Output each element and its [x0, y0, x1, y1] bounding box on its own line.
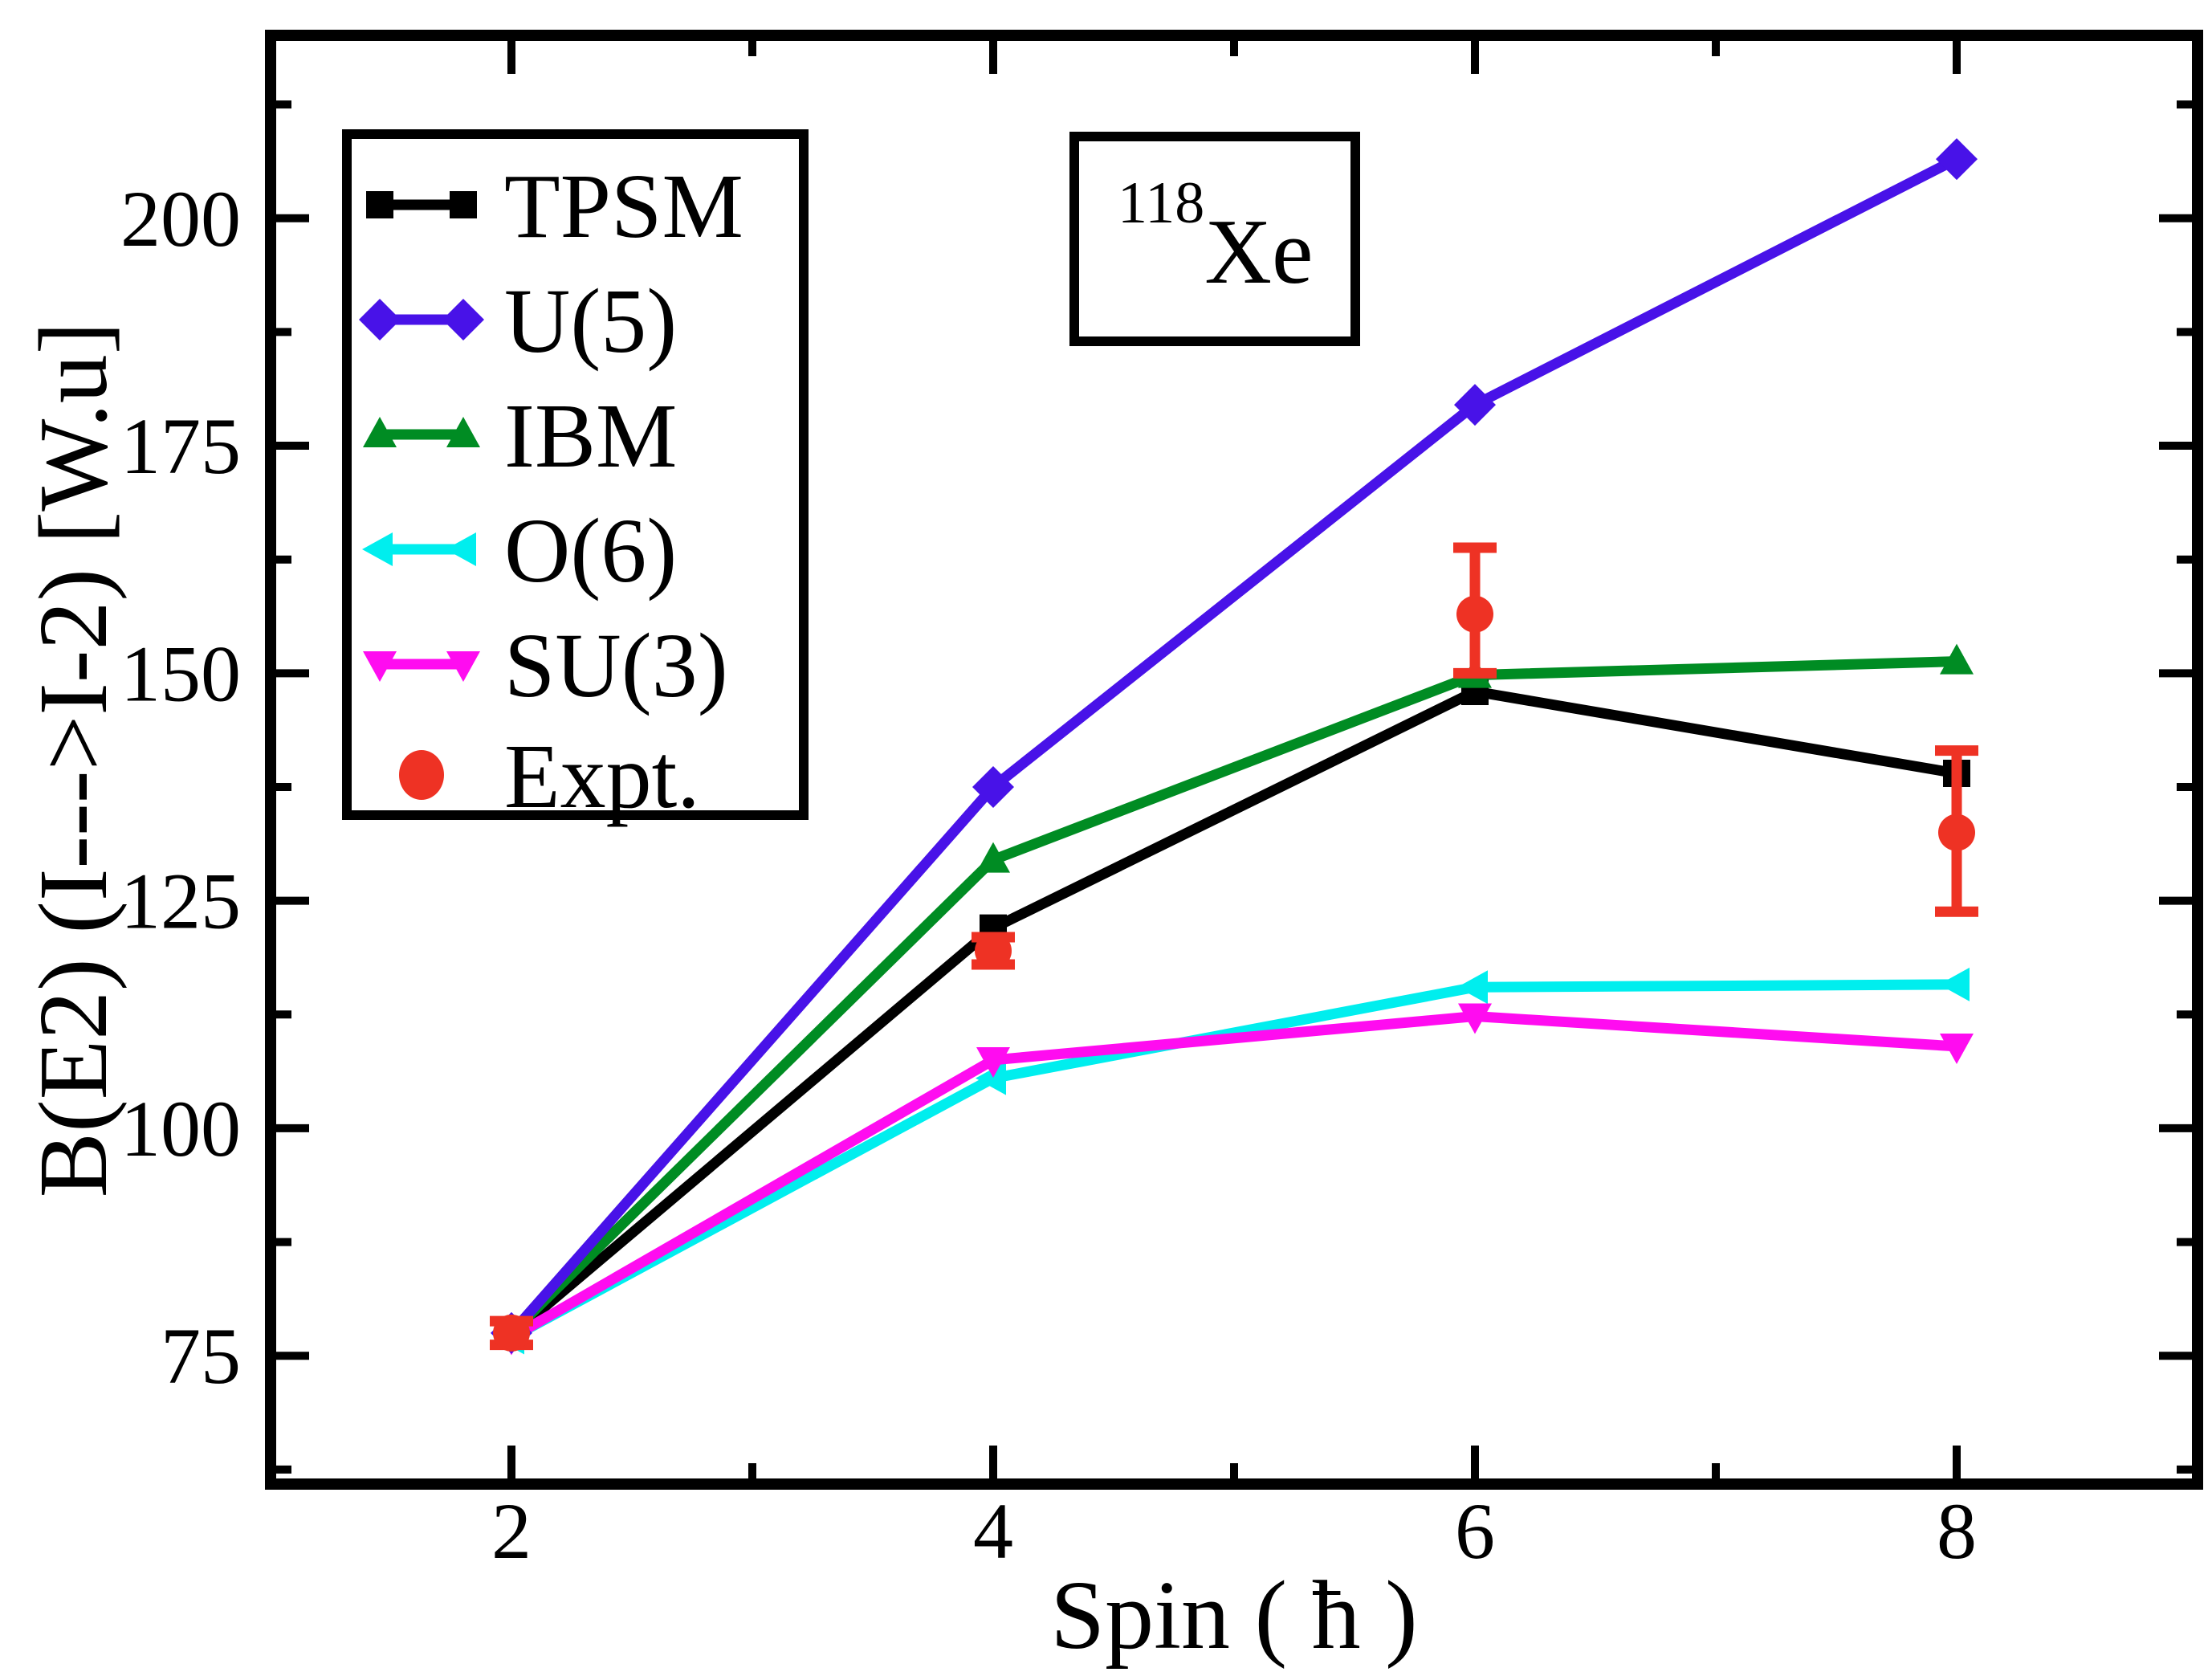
series-line-tpsm: [507, 686, 1958, 1340]
marker-ibm: [1940, 643, 1974, 675]
x-axis-tick-label: 8: [1937, 1486, 1977, 1576]
legend-item-ibm: IBM: [363, 385, 677, 487]
marker-u5: [972, 765, 1014, 808]
title-mass-superscript: 118: [1118, 170, 1204, 236]
legend-item-u5: U(5): [359, 270, 677, 372]
legend-item-expt: Expt.: [399, 725, 700, 827]
marker-su3: [1940, 1033, 1974, 1064]
x-axis-title: Spin ( ħ ): [1050, 1561, 1418, 1670]
marker-u5: [1936, 138, 1978, 181]
plot-title: 118Xe: [1118, 170, 1314, 304]
legend-marker-ibm: [363, 417, 397, 447]
legend-label-o6: O(6): [504, 500, 677, 602]
legend-label-expt: Expt.: [504, 725, 700, 827]
y-axis-tick-label: 150: [120, 629, 241, 718]
x-axis-tick-label: 4: [973, 1486, 1013, 1576]
marker-u5: [1454, 384, 1496, 426]
marker-o6: [1939, 967, 1970, 1001]
marker-expt: [1938, 814, 1975, 851]
legend-marker-su3: [446, 651, 480, 682]
legend-marker-su3: [363, 651, 397, 682]
legend-marker-u5: [442, 299, 484, 341]
series-line-o6: [508, 979, 1957, 1343]
y-axis-tick-label: 125: [120, 857, 241, 946]
marker-o6: [976, 1061, 1006, 1095]
series-line-ibm: [507, 656, 1957, 1337]
marker-o6: [1457, 970, 1488, 1005]
marker-su3: [1458, 1003, 1492, 1034]
marker-expt: [493, 1314, 530, 1352]
title-box: [1069, 132, 1360, 346]
marker-ibm: [976, 842, 1010, 873]
series-line-u5: [507, 154, 1959, 1337]
series-line-su3: [508, 1011, 1957, 1343]
legend-marker-expt: [399, 750, 444, 800]
legend-box: [342, 129, 809, 820]
legend-marker-u5: [359, 299, 401, 341]
legend-marker-tpsm: [366, 191, 393, 218]
y-axis-tick-label: 200: [120, 174, 241, 263]
x-axis-tick-label: 2: [491, 1486, 532, 1576]
legend-marker-o6: [362, 532, 393, 566]
legend-item-o6: O(6): [362, 500, 677, 602]
legend-label-u5: U(5): [504, 270, 677, 372]
y-axis-tick-label: 175: [120, 402, 241, 491]
y-axis-title: B(E2) (I--->I-2) [W.u]: [19, 322, 128, 1198]
legend-item-su3: SU(3): [363, 614, 728, 716]
legend-marker-o6: [446, 532, 476, 566]
legend-marker-tpsm: [450, 191, 477, 218]
legend: TPSM U(5) IBM O(6) SU(3)Expt.: [342, 129, 809, 827]
marker-su3: [976, 1046, 1010, 1078]
y-axis-tick-label: 100: [120, 1084, 241, 1173]
legend-label-tpsm: TPSM: [504, 155, 743, 257]
legend-label-ibm: IBM: [504, 385, 677, 487]
series-su3: [495, 1003, 1974, 1356]
title-element: Xe: [1204, 201, 1313, 304]
marker-expt: [975, 932, 1012, 969]
legend-label-su3: SU(3): [504, 614, 728, 716]
marker-expt: [1456, 595, 1493, 633]
series-expt: [490, 542, 1978, 1352]
legend-marker-ibm: [446, 417, 480, 447]
x-axis-tick-label: 6: [1455, 1486, 1495, 1576]
legend-item-tpsm: TPSM: [366, 155, 743, 257]
y-axis-tick-label: 75: [161, 1311, 241, 1401]
